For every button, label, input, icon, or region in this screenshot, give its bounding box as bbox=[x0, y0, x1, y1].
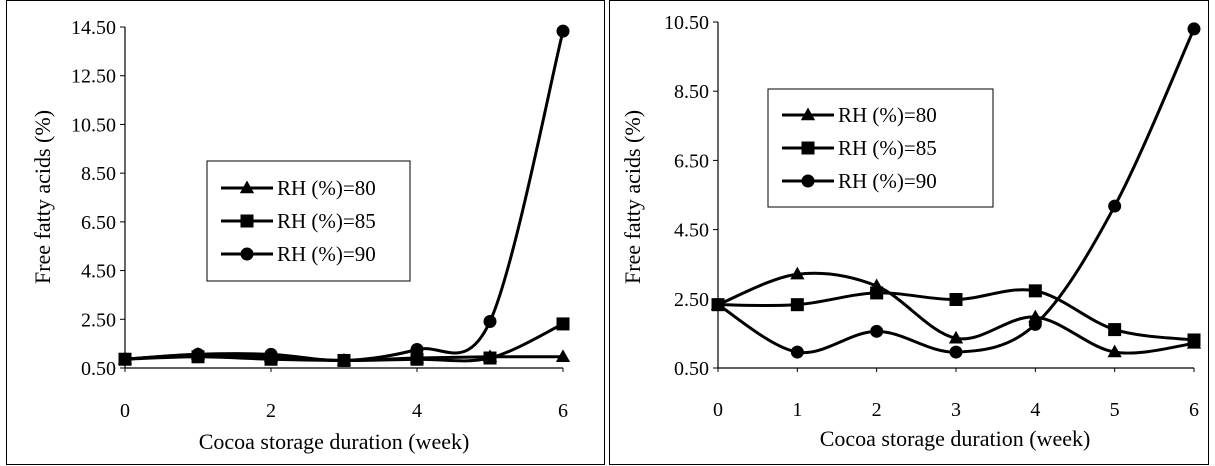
left-y-tick-label: 6.50 bbox=[81, 212, 116, 234]
left-point-square bbox=[556, 317, 570, 331]
chart-left-svg: 0.50 2.50 4.50 6.50 8.50 10.50 12.50 14.50 0 2 4 6 C… bbox=[30, 17, 571, 454]
right-x-tick-label: 3 bbox=[951, 399, 961, 421]
right-x-tick-label: 6 bbox=[1189, 399, 1199, 421]
chart-right: 0.50 2.50 4.50 6.50 8.50 10.50 0 1 2 3 4 5 6 Cocoa st… bbox=[609, 0, 1209, 465]
right-y-tick-label: 10.50 bbox=[664, 12, 709, 34]
left-y-tick-label: 0.50 bbox=[81, 358, 116, 380]
right-legend-label: RH (%)=85 bbox=[838, 136, 937, 160]
left-legend-marker-square bbox=[240, 214, 254, 228]
left-point-circle bbox=[191, 347, 205, 361]
right-point-square bbox=[790, 298, 804, 312]
right-point-triangle bbox=[790, 266, 805, 280]
left-legend-label: RH (%)=80 bbox=[277, 176, 376, 200]
left-point-square bbox=[410, 352, 424, 366]
right-point-circle bbox=[949, 345, 963, 359]
right-x-axis-label: Cocoa storage duration (week) bbox=[820, 426, 1091, 451]
left-series-line-circle bbox=[124, 30, 565, 362]
right-point-circle bbox=[1028, 317, 1042, 331]
right-legend-marker-circle bbox=[801, 174, 815, 188]
right-legend-label: RH (%)=90 bbox=[838, 169, 937, 193]
left-legend-marker-triangle bbox=[239, 180, 255, 194]
left-point-circle bbox=[410, 342, 424, 356]
right-point-circle bbox=[711, 298, 725, 312]
left-legend-label: RH (%)=90 bbox=[277, 242, 376, 266]
left-point-circle bbox=[556, 24, 570, 38]
right-y-tick-label: 2.50 bbox=[674, 289, 709, 311]
left-x-tick-label: 6 bbox=[558, 400, 568, 422]
left-point-circle bbox=[337, 353, 351, 367]
left-y-tick-label: 8.50 bbox=[81, 163, 116, 185]
left-y-tick-label: 12.50 bbox=[71, 66, 116, 88]
left-y-tick-label: 14.50 bbox=[71, 17, 116, 39]
left-x-tick-label: 2 bbox=[266, 400, 276, 422]
right-point-square bbox=[870, 286, 884, 300]
chart-left: 0.50 2.50 4.50 6.50 8.50 10.50 12.50 14.50 0 2 4 6 C… bbox=[6, 0, 605, 465]
right-legend-label: RH (%)=80 bbox=[838, 103, 937, 127]
left-point-circle bbox=[483, 314, 497, 328]
right-point-square bbox=[1028, 284, 1042, 298]
right-y-axis-label: Free fatty acids (%) bbox=[620, 110, 645, 284]
left-y-axis-label: Free fatty acids (%) bbox=[30, 110, 55, 284]
left-x-axis-label: Cocoa storage duration (week) bbox=[199, 429, 470, 454]
right-x-tick-label: 1 bbox=[792, 399, 802, 421]
left-y-tick-label: 10.50 bbox=[71, 114, 116, 136]
right-point-square bbox=[949, 292, 963, 306]
left-y-tick-label: 4.50 bbox=[81, 261, 116, 283]
left-legend-marker-circle bbox=[240, 247, 254, 261]
right-x-tick-label: 5 bbox=[1110, 399, 1120, 421]
right-point-triangle bbox=[948, 330, 964, 344]
left-point-circle bbox=[118, 352, 132, 366]
right-x-tick-label: 0 bbox=[713, 399, 723, 421]
left-x-tick-label: 4 bbox=[412, 400, 422, 422]
right-y-tick-label: 4.50 bbox=[674, 220, 709, 242]
left-point-square bbox=[483, 351, 497, 365]
left-y-tick-label: 2.50 bbox=[81, 309, 116, 331]
right-x-tick-label: 4 bbox=[1030, 399, 1040, 421]
right-point-circle bbox=[870, 324, 884, 338]
chart-right-svg: 0.50 2.50 4.50 6.50 8.50 10.50 0 1 2 3 4 5 6 Cocoa st… bbox=[620, 12, 1202, 451]
right-y-tick-label: 8.50 bbox=[674, 81, 709, 103]
left-x-tick-label: 0 bbox=[120, 400, 130, 422]
right-point-circle bbox=[790, 345, 804, 359]
right-point-circle bbox=[1108, 199, 1122, 213]
right-point-triangle bbox=[1107, 344, 1122, 358]
left-legend-label: RH (%)=85 bbox=[277, 209, 376, 233]
right-legend-marker-square bbox=[801, 141, 815, 155]
left-point-triangle bbox=[555, 349, 571, 362]
right-y-tick-label: 0.50 bbox=[674, 358, 709, 380]
right-point-circle bbox=[1187, 22, 1201, 36]
right-point-square bbox=[1187, 333, 1201, 347]
right-point-square bbox=[1108, 323, 1122, 337]
right-y-tick-label: 6.50 bbox=[674, 150, 709, 172]
right-x-tick-label: 2 bbox=[872, 399, 882, 421]
right-legend-marker-triangle bbox=[800, 107, 816, 121]
left-point-circle bbox=[264, 347, 278, 361]
